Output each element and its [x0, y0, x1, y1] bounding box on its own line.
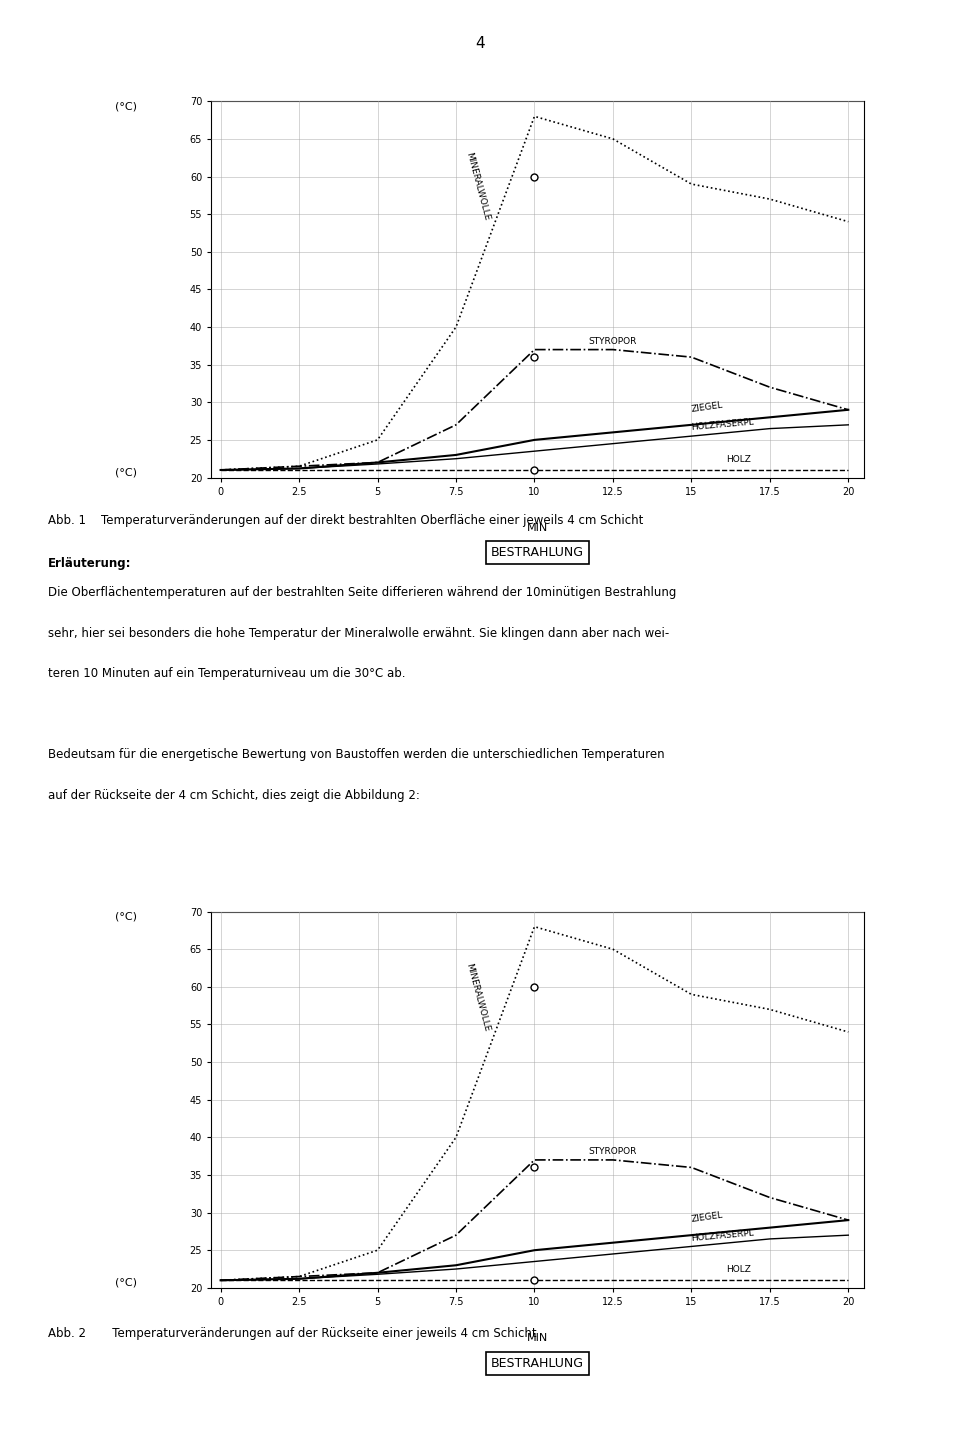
Text: Bedeutsam für die energetische Bewertung von Baustoffen werden die unterschiedli: Bedeutsam für die energetische Bewertung… [48, 748, 664, 761]
Text: HOLZFASERPL: HOLZFASERPL [691, 418, 755, 433]
Text: MIN: MIN [527, 522, 548, 532]
Text: 4: 4 [475, 36, 485, 51]
Text: STYROPOR: STYROPOR [588, 1147, 637, 1156]
Text: Abb. 1    Temperaturveränderungen auf der direkt bestrahlten Oberfläche einer je: Abb. 1 Temperaturveränderungen auf der d… [48, 514, 643, 527]
Text: teren 10 Minuten auf ein Temperaturniveau um die 30°C ab.: teren 10 Minuten auf ein Temperaturnivea… [48, 667, 405, 680]
Text: MIN: MIN [527, 1333, 548, 1343]
Text: HOLZ: HOLZ [726, 1265, 751, 1275]
Text: HOLZFASERPL: HOLZFASERPL [691, 1229, 755, 1243]
Text: MINERALWOLLE: MINERALWOLLE [465, 152, 492, 221]
Text: ZIEGEL: ZIEGEL [690, 1211, 724, 1224]
Text: (°C): (°C) [115, 101, 137, 111]
Text: BESTRAHLUNG: BESTRAHLUNG [492, 547, 584, 559]
Text: Abb. 2       Temperaturveränderungen auf der Rückseite einer jeweils 4 cm Schich: Abb. 2 Temperaturveränderungen auf der R… [48, 1327, 537, 1340]
Text: auf der Rückseite der 4 cm Schicht, dies zeigt die Abbildung 2:: auf der Rückseite der 4 cm Schicht, dies… [48, 789, 420, 802]
Text: (°C): (°C) [115, 467, 137, 478]
Text: Erläuterung:: Erläuterung: [48, 557, 132, 570]
Text: (°C): (°C) [115, 912, 137, 922]
Text: Die Oberflächentemperaturen auf der bestrahlten Seite differieren während der 10: Die Oberflächentemperaturen auf der best… [48, 586, 677, 599]
Text: (°C): (°C) [115, 1278, 137, 1288]
Text: MINERALWOLLE: MINERALWOLLE [465, 962, 492, 1032]
Text: BESTRAHLUNG: BESTRAHLUNG [492, 1357, 584, 1369]
Text: sehr, hier sei besonders die hohe Temperatur der Mineralwolle erwähnt. Sie kling: sehr, hier sei besonders die hohe Temper… [48, 627, 669, 640]
Text: STYROPOR: STYROPOR [588, 337, 637, 346]
Text: ZIEGEL: ZIEGEL [690, 401, 724, 414]
Text: HOLZ: HOLZ [726, 454, 751, 464]
